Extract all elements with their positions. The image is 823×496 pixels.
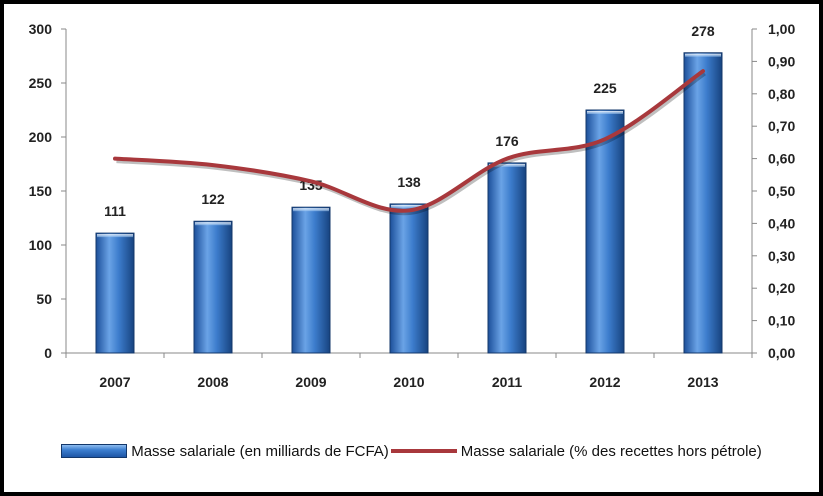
bar-highlight (97, 234, 133, 238)
y-left-tick-label: 200 (29, 129, 53, 145)
y-right-tick-label: 0,00 (768, 345, 795, 361)
x-tick-label: 2012 (589, 374, 620, 390)
y-right-tick-label: 1,00 (768, 21, 795, 37)
y-right-tick-label: 0,80 (768, 86, 795, 102)
x-tick-label: 2011 (492, 374, 523, 390)
y-right-tick-label: 0,50 (768, 183, 795, 199)
bar (487, 162, 527, 354)
legend-label-bars: Masse salariale (en milliards de FCFA) (131, 442, 389, 460)
bar (291, 206, 331, 354)
y-right-tick-label: 0,40 (768, 215, 795, 231)
y-right-tick-label: 0,20 (768, 280, 795, 296)
bar (389, 203, 429, 354)
bar-value-label: 225 (593, 80, 617, 96)
bar-highlight (293, 208, 329, 212)
y-right-tick-label: 0,70 (768, 118, 795, 134)
bar-value-label: 111 (104, 203, 126, 219)
bar-highlight (391, 204, 427, 208)
bar-highlight (587, 111, 623, 114)
bar-value-label: 138 (397, 174, 421, 190)
legend-item-bars: Masse salariale (en milliards de FCFA) (61, 443, 389, 460)
bar (95, 232, 135, 354)
x-tick-label: 2013 (687, 374, 718, 390)
x-tick-label: 2007 (99, 374, 130, 390)
y-left-tick-label: 100 (29, 237, 53, 253)
y-left-tick-label: 250 (29, 75, 53, 91)
bar-value-label: 278 (691, 23, 715, 39)
y-right-tick-label: 0,60 (768, 151, 795, 167)
y-left-tick-label: 50 (36, 291, 52, 307)
bar (585, 109, 625, 354)
y-left-tick-label: 300 (29, 21, 53, 37)
x-tick-label: 2010 (393, 374, 424, 390)
y-left-tick-label: 150 (29, 183, 53, 199)
x-tick-label: 2009 (295, 374, 326, 390)
y-right-tick-label: 0,90 (768, 53, 795, 69)
y-left-tick-label: 0 (44, 345, 52, 361)
legend-label-line: Masse salariale (% des recettes hors pét… (460, 442, 762, 460)
bar-highlight (195, 222, 231, 226)
bar-highlight (685, 53, 721, 57)
bar-value-label: 122 (201, 191, 225, 207)
bars (95, 52, 723, 354)
legend-item-line: Masse salariale (% des recettes hors pét… (389, 443, 762, 460)
legend-line-swatch (390, 449, 457, 453)
bar (683, 52, 723, 354)
x-tick-label: 2008 (197, 374, 228, 390)
bar-highlight (489, 163, 525, 167)
series-line (113, 69, 705, 213)
legend: Masse salariale (en milliards de FCFA) M… (0, 436, 823, 466)
y-right-tick-label: 0,10 (768, 313, 795, 329)
line-series (113, 69, 706, 216)
bar (193, 220, 233, 354)
y-right-tick-label: 0,30 (768, 248, 795, 264)
bar-value-label: 176 (495, 133, 519, 149)
legend-bar-swatch (61, 444, 128, 458)
tick-labels: 0 50 100 150 200 250 300 0,00 0,10 0,20 0,30 0,40 0,… (29, 21, 796, 390)
